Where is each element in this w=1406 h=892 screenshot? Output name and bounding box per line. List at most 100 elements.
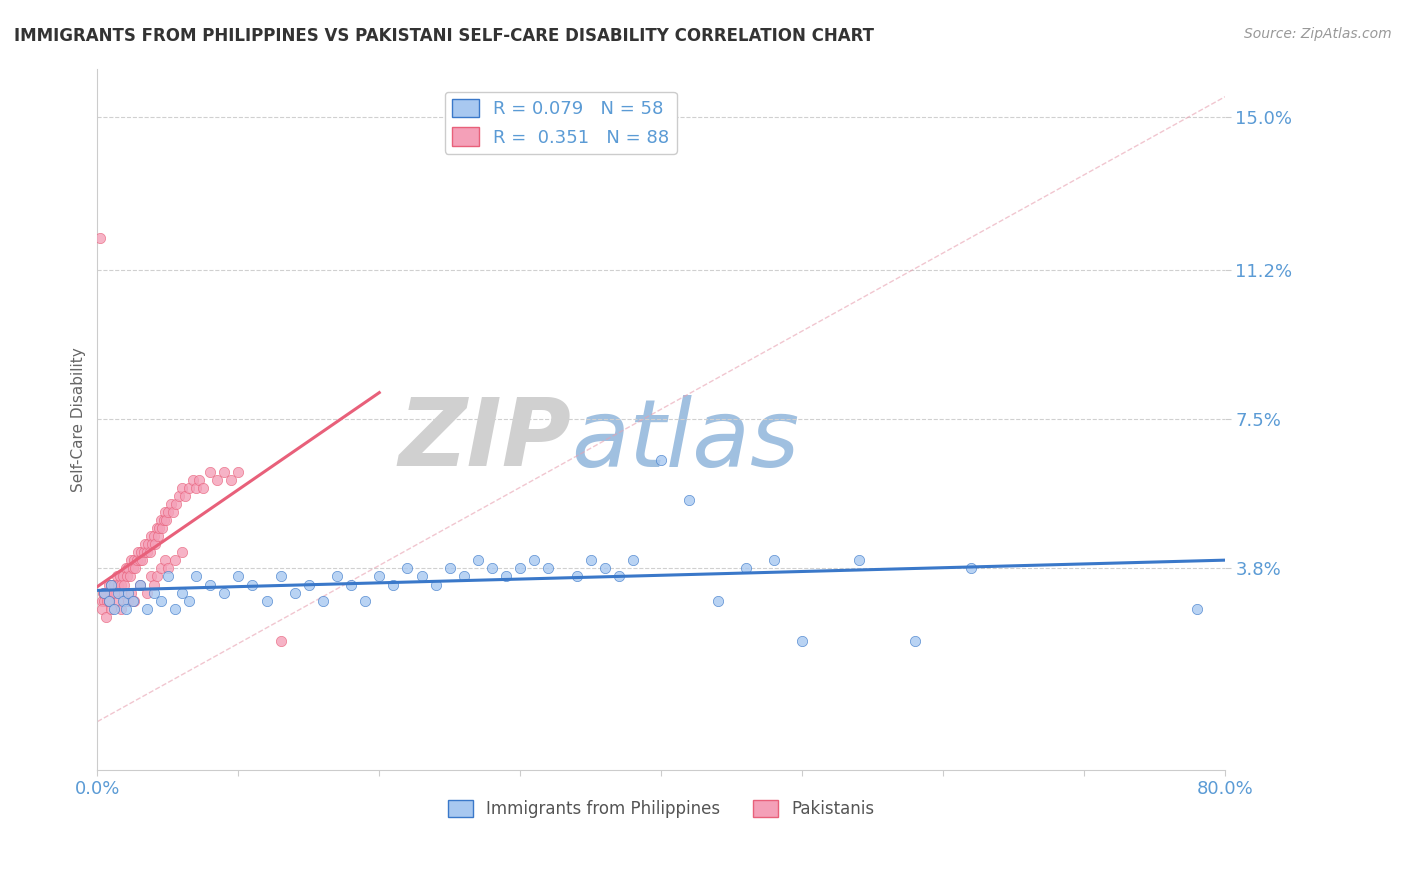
Point xyxy=(145,569,167,583)
Point xyxy=(734,561,756,575)
Point xyxy=(107,577,129,591)
Point xyxy=(284,585,307,599)
Point xyxy=(425,577,447,591)
Point xyxy=(170,481,193,495)
Point xyxy=(159,497,181,511)
Point xyxy=(107,585,129,599)
Point xyxy=(382,577,405,591)
Point xyxy=(198,465,221,479)
Point xyxy=(124,561,146,575)
Point xyxy=(312,593,335,607)
Point xyxy=(105,569,128,583)
Point xyxy=(226,569,249,583)
Point xyxy=(792,634,814,648)
Point xyxy=(108,569,131,583)
Point xyxy=(114,561,136,575)
Point xyxy=(94,585,117,599)
Point xyxy=(100,577,122,591)
Point xyxy=(354,593,377,607)
Point xyxy=(110,577,132,591)
Point xyxy=(112,577,135,591)
Point xyxy=(97,593,120,607)
Point xyxy=(156,569,179,583)
Point xyxy=(848,553,870,567)
Point xyxy=(117,585,139,599)
Point xyxy=(1185,601,1208,615)
Point xyxy=(100,577,122,591)
Text: ZIP: ZIP xyxy=(398,394,571,486)
Point xyxy=(156,505,179,519)
Point xyxy=(90,593,112,607)
Point xyxy=(187,473,209,487)
Point xyxy=(100,601,122,615)
Text: Source: ZipAtlas.com: Source: ZipAtlas.com xyxy=(1244,27,1392,41)
Point xyxy=(94,609,117,624)
Point xyxy=(537,561,560,575)
Point xyxy=(128,553,150,567)
Point xyxy=(97,593,120,607)
Point xyxy=(173,489,195,503)
Point xyxy=(509,561,531,575)
Point xyxy=(121,593,143,607)
Point xyxy=(226,465,249,479)
Point xyxy=(142,585,165,599)
Point xyxy=(96,593,118,607)
Point xyxy=(112,585,135,599)
Point xyxy=(120,553,142,567)
Point xyxy=(163,553,186,567)
Point xyxy=(91,585,114,599)
Point xyxy=(149,561,172,575)
Point xyxy=(135,545,157,559)
Point xyxy=(270,634,292,648)
Point xyxy=(148,521,170,535)
Point xyxy=(650,452,672,467)
Point xyxy=(114,601,136,615)
Point xyxy=(149,593,172,607)
Point xyxy=(191,481,214,495)
Point xyxy=(153,505,176,519)
Point xyxy=(135,601,157,615)
Point xyxy=(120,585,142,599)
Point xyxy=(495,569,517,583)
Point xyxy=(142,529,165,543)
Point xyxy=(523,553,546,567)
Point xyxy=(98,585,121,599)
Point xyxy=(93,585,115,599)
Point xyxy=(163,601,186,615)
Point xyxy=(198,577,221,591)
Point xyxy=(184,569,207,583)
Point xyxy=(127,545,149,559)
Point xyxy=(131,553,153,567)
Point xyxy=(165,497,187,511)
Point xyxy=(129,545,152,559)
Point xyxy=(467,553,489,567)
Point xyxy=(326,569,349,583)
Point xyxy=(135,585,157,599)
Point xyxy=(89,231,111,245)
Point xyxy=(115,569,138,583)
Point xyxy=(155,513,177,527)
Point xyxy=(117,561,139,575)
Point xyxy=(205,473,228,487)
Point xyxy=(242,577,264,591)
Text: IMMIGRANTS FROM PHILIPPINES VS PAKISTANI SELF-CARE DISABILITY CORRELATION CHART: IMMIGRANTS FROM PHILIPPINES VS PAKISTANI… xyxy=(14,27,875,45)
Point xyxy=(212,585,235,599)
Point xyxy=(298,577,321,591)
Point xyxy=(121,561,143,575)
Point xyxy=(101,585,124,599)
Point xyxy=(139,529,162,543)
Point xyxy=(138,545,160,559)
Point xyxy=(125,553,148,567)
Point xyxy=(411,569,433,583)
Point xyxy=(110,601,132,615)
Point xyxy=(762,553,785,567)
Point xyxy=(579,553,602,567)
Point xyxy=(439,561,461,575)
Point xyxy=(132,545,155,559)
Point xyxy=(117,593,139,607)
Point xyxy=(340,577,363,591)
Point xyxy=(593,561,616,575)
Point xyxy=(706,593,728,607)
Point xyxy=(453,569,475,583)
Point xyxy=(111,569,134,583)
